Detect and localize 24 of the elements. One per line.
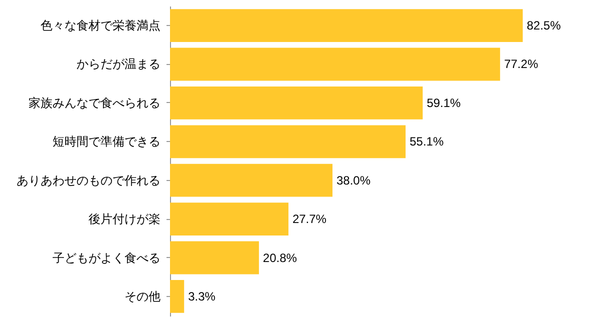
bar <box>170 48 500 81</box>
data-label: 82.5% <box>526 18 562 33</box>
data-label: 55.1% <box>410 134 444 149</box>
data-label: 20.8% <box>262 250 298 265</box>
data-label: 59.1% <box>426 96 462 110</box>
y-tick-label: 色々な食材で栄養満点 <box>40 18 160 33</box>
data-label: 3.3% <box>188 289 216 304</box>
y-tick-label: からだが温まる <box>76 57 160 72</box>
bar <box>170 86 423 120</box>
y-tick-label: 子どもがよく食べる <box>52 250 160 265</box>
bar <box>170 280 184 313</box>
bar <box>170 9 523 42</box>
bar <box>170 164 332 197</box>
data-label: 27.7% <box>292 212 327 226</box>
y-tick-label: ありあわせのもので作れる <box>16 173 160 188</box>
bar <box>170 241 259 274</box>
data-label: 38.0% <box>336 173 371 188</box>
y-tick-label: 後片付けが楽 <box>88 212 160 226</box>
bar <box>170 202 288 236</box>
data-label: 77.2% <box>504 57 538 72</box>
bar <box>170 125 406 158</box>
y-tick-label: 短時間で準備できる <box>52 134 160 149</box>
y-tick-label: 家族みんなで食べられる <box>28 96 160 110</box>
y-tick-label: その他 <box>124 289 160 304</box>
